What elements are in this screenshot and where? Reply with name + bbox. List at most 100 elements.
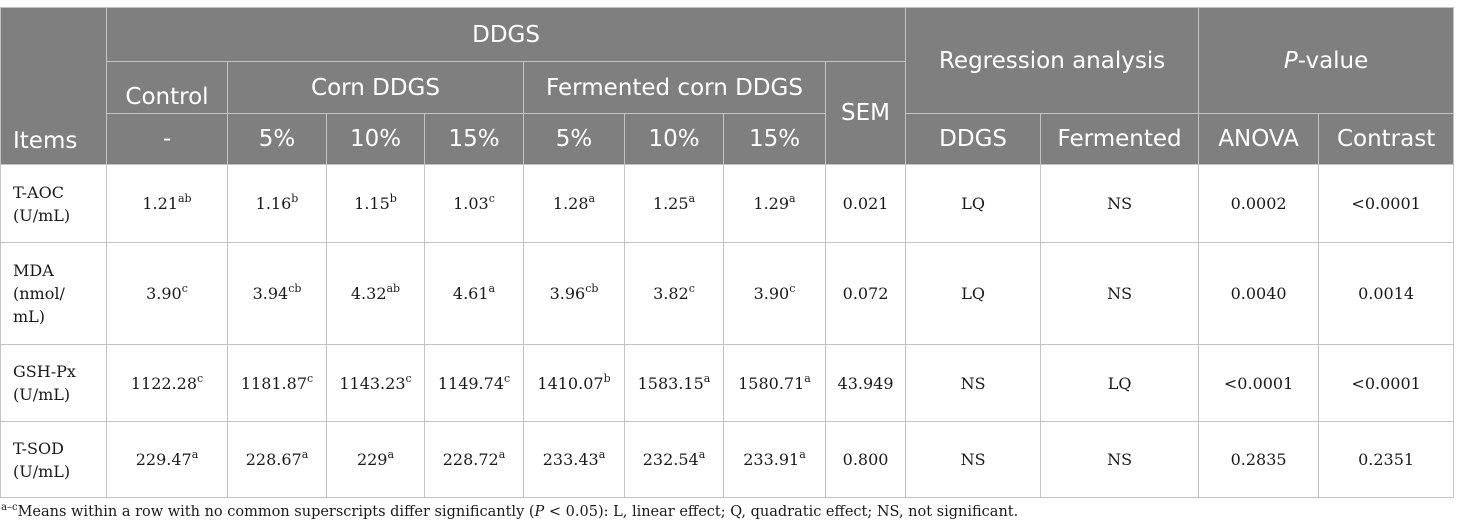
sem-cell: 0.800 xyxy=(824,421,907,498)
significance-superscript: c xyxy=(307,371,314,385)
value-cell: 1149.74c xyxy=(424,344,524,422)
significance-superscript: c xyxy=(181,282,188,295)
anova-cell: 0.0040 xyxy=(1198,242,1320,345)
significance-superscript: b xyxy=(603,371,611,385)
ddgs-group-header: DDGS xyxy=(105,7,907,62)
mean-value: 3.94 xyxy=(252,284,289,303)
significance-superscript: c xyxy=(405,371,412,385)
item-label-line: mL) xyxy=(13,307,46,326)
mean-value: 229.47 xyxy=(135,450,192,469)
level-header: 5% xyxy=(227,113,327,165)
item-label-line: T-AOC xyxy=(13,182,64,202)
mean-value: 1580.71 xyxy=(738,373,805,393)
item-label-line: (U/mL) xyxy=(13,385,71,404)
regression-fermented-cell: NS xyxy=(1040,421,1200,498)
significance-superscript: cb xyxy=(585,282,599,295)
significance-superscript: a xyxy=(191,448,199,461)
item-label-line: GSH-Px xyxy=(13,362,76,381)
regression-ddgs-cell: LQ xyxy=(905,242,1042,345)
table-footnote: a–cMeans within a row with no common sup… xyxy=(1,502,1019,521)
contrast-cell: 0.2351 xyxy=(1318,421,1455,498)
table-row: T-AOC (U/mL) 1.21ab 1.16b 1.15b 1.03c 1.28a 1.2… xyxy=(0,164,1455,243)
value-cell: 233.43a xyxy=(523,421,625,498)
mean-value: 1181.87 xyxy=(240,373,307,393)
value-cell: 233.91a xyxy=(723,421,826,498)
anova-cell: 0.2835 xyxy=(1198,421,1320,498)
sem-header: SEM xyxy=(824,61,907,165)
regression-ddgs-header: DDGS xyxy=(905,113,1042,165)
table-header: Items DDGS Regression analysis P-value C… xyxy=(0,7,1455,165)
mean-value: 3.90 xyxy=(146,284,182,303)
item-label-line: T-SOD xyxy=(13,438,64,458)
footnote-marker: a–c xyxy=(1,502,18,513)
value-cell: 1122.28c xyxy=(106,344,228,422)
pvalue-p-letter: P xyxy=(1283,47,1298,74)
items-header: Items xyxy=(0,7,107,165)
item-cell: MDA (nmol/mL) xyxy=(0,242,107,345)
significance-superscript: c xyxy=(504,371,511,385)
value-cell: 1410.07b xyxy=(523,344,625,422)
item-label-line: (U/mL) xyxy=(13,461,71,481)
footnote-text-after: < 0.05): L, linear effect; Q, quadratic … xyxy=(544,504,1019,520)
value-cell: 1.03c xyxy=(424,164,524,243)
significance-superscript: c xyxy=(197,371,204,385)
item-cell: GSH-Px (U/mL) xyxy=(0,344,107,422)
significance-superscript: c xyxy=(688,282,695,295)
item-label-line: (U/mL) xyxy=(13,205,71,225)
significance-superscript: a xyxy=(703,371,711,385)
contrast-cell: <0.0001 xyxy=(1318,344,1455,422)
footnote-p-italic: P xyxy=(534,504,545,520)
fermented-corn-ddgs-header: Fermented corn DDGS xyxy=(523,61,826,114)
item-label-line: (nmol/ xyxy=(13,284,65,303)
significance-superscript: c xyxy=(488,192,495,205)
regression-fermented-header: Fermented xyxy=(1040,113,1200,165)
regression-ddgs-cell: NS xyxy=(905,344,1042,422)
value-cell: 229a xyxy=(326,421,425,498)
significance-superscript: a xyxy=(799,448,806,461)
data-table: Items DDGS Regression analysis P-value C… xyxy=(0,7,1455,498)
level-header: 5% xyxy=(523,113,625,165)
regression-fermented-cell: NS xyxy=(1040,242,1200,345)
pvalue-suffix: -value xyxy=(1297,47,1369,74)
level-header: 15% xyxy=(424,113,524,165)
regression-ddgs-cell: LQ xyxy=(905,164,1042,243)
significance-superscript: a xyxy=(789,192,796,205)
value-cell: 1143.23c xyxy=(326,344,425,422)
value-cell: 3.82c xyxy=(624,242,724,345)
value-cell: 3.94cb xyxy=(227,242,327,345)
mean-value: 1.16 xyxy=(255,194,292,213)
value-cell: 1.15b xyxy=(326,164,425,243)
value-cell: 4.61a xyxy=(424,242,524,345)
corn-ddgs-header: Corn DDGS xyxy=(227,61,524,114)
regression-group-header: Regression analysis xyxy=(905,7,1200,114)
significance-superscript: a xyxy=(301,448,309,461)
significance-superscript: cb xyxy=(288,282,302,295)
mean-value: 228.72 xyxy=(442,450,499,469)
mean-value: 1122.28 xyxy=(130,373,197,393)
mean-value: 229 xyxy=(356,450,388,469)
mean-value: 3.90 xyxy=(753,284,790,303)
mean-value: 1.28 xyxy=(552,194,589,213)
control-level-header: - xyxy=(106,113,228,165)
value-cell: 1181.87c xyxy=(227,344,327,422)
significance-superscript: a xyxy=(498,448,506,461)
sem-cell: 0.072 xyxy=(824,242,907,345)
footnote-text-before: Means within a row with no common supers… xyxy=(17,504,535,520)
contrast-cell: <0.0001 xyxy=(1318,164,1455,243)
value-cell: 3.90c xyxy=(723,242,826,345)
item-label-line: MDA xyxy=(13,261,54,280)
significance-superscript: a xyxy=(598,448,606,461)
control-header: Control xyxy=(106,61,228,114)
mean-value: 1.29 xyxy=(753,194,790,213)
mean-value: 228.67 xyxy=(245,450,302,469)
value-cell: 232.54a xyxy=(624,421,724,498)
mean-value: 1.21 xyxy=(142,194,178,213)
item-cell: T-SOD (U/mL) xyxy=(0,421,107,498)
value-cell: 1.25a xyxy=(624,164,724,243)
value-cell: 1.16b xyxy=(227,164,327,243)
table-row: MDA (nmol/mL) 3.90c 3.94cb 4.32ab 4.61a 3.96cb… xyxy=(0,242,1455,345)
mean-value: 232.54 xyxy=(642,450,699,469)
significance-superscript: b xyxy=(291,192,299,205)
mean-value: 233.91 xyxy=(743,450,800,469)
mean-value: 1143.23 xyxy=(339,373,406,393)
